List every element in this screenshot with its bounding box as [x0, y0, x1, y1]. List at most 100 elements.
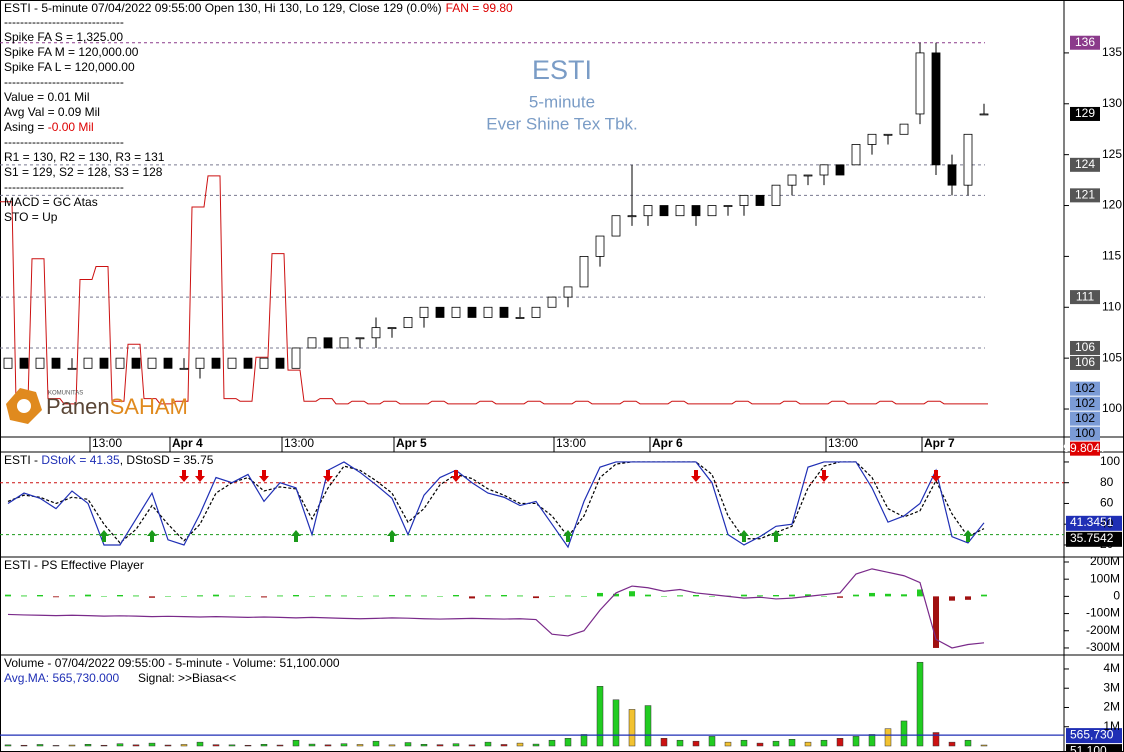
- level-box: [1070, 340, 1100, 355]
- ps-bar: [565, 595, 571, 597]
- volume-bar: [628, 709, 636, 747]
- volume-signal-text: Signal: >>Biasa<<: [138, 671, 236, 685]
- y-tick-label: 125: [1102, 147, 1122, 161]
- logo-icon-hole: [17, 399, 31, 413]
- volume-bar: [420, 744, 428, 747]
- ps-bar: [325, 595, 331, 597]
- buy-arrow: [739, 530, 749, 542]
- candle-body: [243, 357, 253, 369]
- title-interval: 5-minute: [529, 92, 595, 111]
- volume-bar: [436, 744, 444, 747]
- level-label: 102: [1075, 411, 1095, 425]
- volume-bar: [820, 739, 828, 747]
- level-label: 102: [1075, 381, 1095, 395]
- stoch-d-label: , DStoSD = 35.75: [120, 453, 214, 467]
- candle-body: [611, 215, 621, 237]
- volume-bar: [612, 699, 620, 747]
- info-header: ESTI - 5-minute 07/04/2022 09:55:00 Open…: [4, 1, 513, 15]
- level-box: [1070, 381, 1100, 396]
- candle-body: [803, 174, 813, 177]
- candle-body: [723, 205, 733, 207]
- candle-body: [307, 337, 317, 349]
- info-line: R1 = 130, R2 = 130, R3 = 131: [4, 150, 165, 164]
- level-label: 100: [1075, 426, 1095, 440]
- volume-bar: [756, 742, 764, 747]
- volume-bar: [516, 742, 524, 747]
- volume-bar: [532, 743, 540, 747]
- level-box: [1070, 396, 1100, 411]
- y-tick-label: -100M: [1086, 606, 1120, 620]
- candle-body: [963, 133, 973, 186]
- level-box: [1070, 411, 1100, 426]
- ps-bar: [629, 591, 635, 597]
- ps-bar: [229, 595, 235, 597]
- y-tick-label: 0: [1113, 589, 1120, 603]
- d-line: [7, 461, 985, 544]
- info-line: Avg Val = 0.09 Mil: [4, 105, 100, 119]
- volume-bar: [852, 736, 860, 747]
- level-label: 136: [1075, 35, 1095, 49]
- candle-body: [627, 215, 637, 218]
- volume-bar: [772, 740, 780, 747]
- ps-bar: [213, 594, 219, 597]
- ps-bar: [453, 594, 459, 597]
- candle-body: [675, 205, 685, 217]
- ps-bar: [165, 596, 171, 597]
- volume-bar: [260, 744, 268, 747]
- buy-arrow: [99, 530, 109, 542]
- ps-bar: [437, 596, 443, 597]
- ps-bar: [21, 595, 27, 597]
- volume-bar: [36, 744, 44, 747]
- y-tick-label: 135: [1102, 45, 1122, 59]
- volume-bar: [372, 740, 380, 747]
- ps-bar: [133, 595, 139, 597]
- volume-bar: [180, 744, 188, 747]
- volume-bar: [836, 738, 844, 747]
- ps-bar: [421, 595, 427, 597]
- candle-body: [771, 184, 781, 206]
- ps-bar: [789, 594, 795, 597]
- volume-bar: [708, 736, 716, 747]
- info-line: MACD = GC Atas: [4, 195, 98, 209]
- ma-box: [1066, 728, 1122, 744]
- ps-bar: [501, 594, 507, 597]
- ps-bar: [309, 596, 315, 597]
- ps-bar: [197, 595, 203, 597]
- ps-bar: [805, 594, 811, 597]
- volume-bar: [20, 744, 28, 747]
- ps-bar: [821, 596, 827, 597]
- candle-body: [787, 174, 797, 186]
- candle-body: [451, 306, 461, 318]
- y-tick-label: 4M: [1103, 661, 1120, 675]
- volume-bar: [244, 744, 252, 747]
- sell-arrow: [931, 470, 941, 482]
- ps-title: ESTI - PS Effective Player: [4, 558, 144, 572]
- buy-arrow: [563, 530, 573, 542]
- stoch-k-label: DStoK = 41.35: [41, 453, 120, 467]
- level-label: 106: [1075, 355, 1095, 369]
- volume-bar: [740, 739, 748, 747]
- ps-bar: [389, 594, 395, 597]
- volume-bar: [4, 744, 12, 747]
- candle-body: [291, 347, 301, 369]
- volume-ma-text: Avg.MA: 565,730.000: [4, 671, 120, 685]
- info-line: ------------------------------: [4, 75, 124, 89]
- volume-bar: [580, 734, 588, 747]
- candle-body: [483, 306, 493, 318]
- ps-bar: [949, 596, 955, 601]
- candle-body: [19, 357, 29, 369]
- volume-bar: [340, 743, 348, 747]
- info-asing: Asing = -0.00 Mil: [4, 120, 94, 134]
- ps-bar: [549, 596, 555, 597]
- ps-bar: [357, 596, 363, 597]
- candle-body: [915, 52, 925, 115]
- volume-bar: [452, 743, 460, 747]
- buy-arrow: [291, 530, 301, 542]
- volume-bar: [196, 741, 204, 747]
- volume-bar: [868, 734, 876, 747]
- volume-bar: [148, 742, 156, 747]
- info-line: Spike FA M = 120,000.00: [4, 45, 139, 59]
- volume-bar: [724, 741, 732, 747]
- ps-bar: [341, 595, 347, 597]
- volume-bar: [404, 742, 412, 747]
